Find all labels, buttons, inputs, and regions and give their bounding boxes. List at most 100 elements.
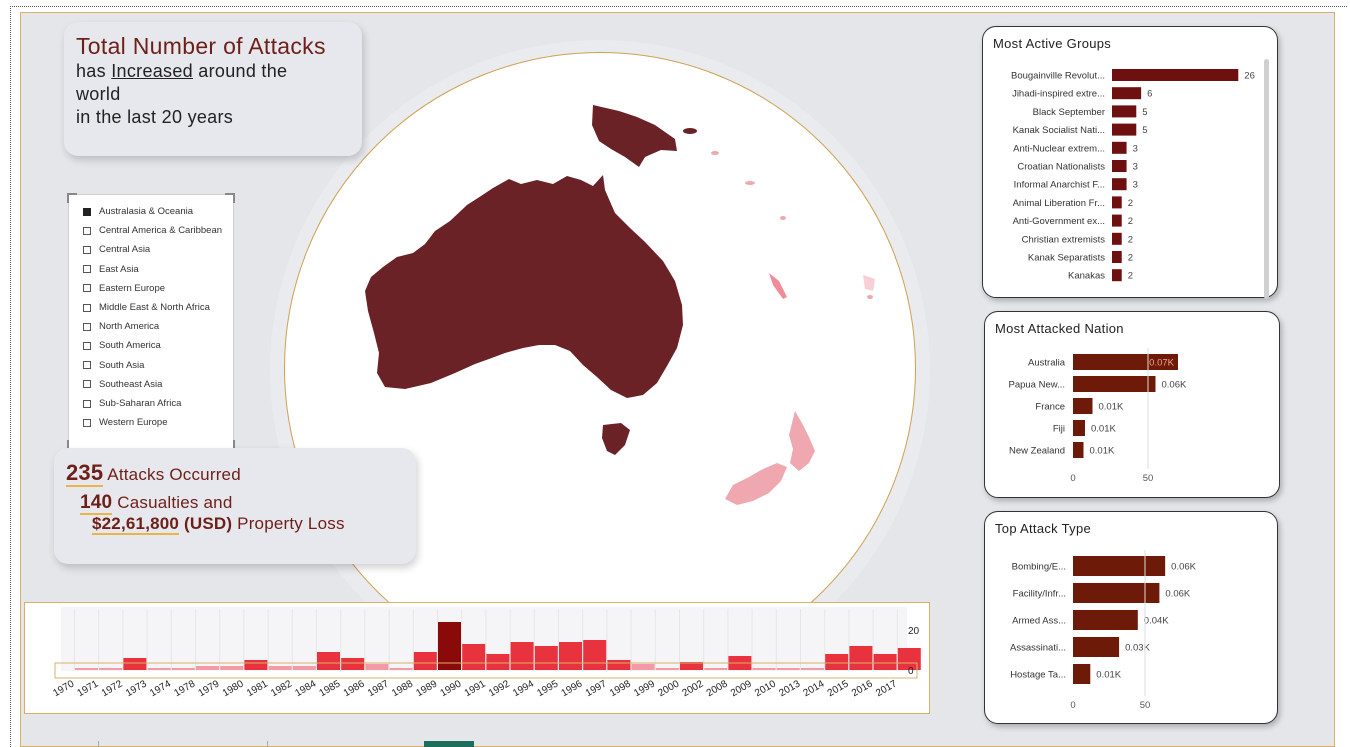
year-bar[interactable] <box>534 646 558 670</box>
bar[interactable] <box>1112 214 1122 227</box>
year-bar[interactable] <box>801 668 824 670</box>
year-bar[interactable] <box>147 668 171 670</box>
bar[interactable] <box>1112 123 1137 136</box>
bar[interactable] <box>1073 398 1093 414</box>
bar[interactable] <box>1073 442 1084 458</box>
year-bar[interactable] <box>220 666 244 670</box>
year-bar[interactable] <box>438 622 461 670</box>
year-timeline-chart[interactable]: 1970 1971 1972 1973 1974 1978 1979 1980 1981 1982… <box>24 602 930 714</box>
year-bar[interactable] <box>462 644 486 670</box>
year-bar[interactable] <box>413 652 437 670</box>
region-option[interactable]: Southeast Asia <box>83 379 162 390</box>
year-bar[interactable] <box>559 642 582 670</box>
bar[interactable] <box>1073 664 1091 684</box>
map-australia[interactable] <box>365 175 683 398</box>
year-bar[interactable] <box>873 654 897 670</box>
year-bar[interactable] <box>631 664 655 670</box>
year-bar[interactable] <box>317 652 340 670</box>
region-option[interactable]: Central Asia <box>83 244 150 255</box>
bar[interactable] <box>1112 87 1142 100</box>
bar[interactable] <box>1073 420 1085 436</box>
region-option[interactable]: Australasia & Oceania <box>83 206 193 217</box>
map-tasmania[interactable] <box>602 423 630 455</box>
year-bar[interactable] <box>75 668 98 670</box>
range-slider[interactable] <box>54 662 918 679</box>
bar[interactable] <box>1112 105 1137 118</box>
nation-chart-svg: Australia 0.07K Papua New... 0.06K France 0.0… <box>1008 348 1187 484</box>
region-checkbox[interactable] <box>83 322 91 331</box>
region-option[interactable]: South America <box>83 340 161 351</box>
year-bar[interactable] <box>389 668 413 670</box>
resize-handle[interactable] <box>225 193 235 203</box>
year-label: 2000 <box>656 678 681 699</box>
year-bar[interactable] <box>825 654 849 670</box>
region-checkbox[interactable] <box>83 399 91 408</box>
bar[interactable] <box>1112 178 1127 191</box>
region-checkbox[interactable] <box>83 303 91 312</box>
map-new-zealand-south[interactable] <box>725 463 787 505</box>
region-option[interactable]: South Asia <box>83 360 144 371</box>
resize-handle[interactable] <box>67 193 77 203</box>
year-bar[interactable] <box>897 648 921 670</box>
region-checkbox[interactable] <box>83 361 91 370</box>
region-option[interactable]: Western Europe <box>83 417 167 428</box>
year-bar[interactable] <box>607 660 631 670</box>
region-checkbox[interactable] <box>83 284 91 293</box>
bar[interactable] <box>1112 269 1122 282</box>
map-new-guinea[interactable] <box>592 105 677 167</box>
year-bar[interactable] <box>583 640 607 670</box>
year-bar[interactable] <box>486 654 510 670</box>
bar[interactable] <box>1073 637 1120 657</box>
region-checkbox[interactable] <box>83 207 91 216</box>
region-option[interactable]: Sub-Saharan Africa <box>83 398 181 409</box>
region-checkbox[interactable] <box>83 380 91 389</box>
bar[interactable] <box>1073 354 1178 370</box>
x-tick-label: 0 <box>1070 700 1075 711</box>
year-bar[interactable] <box>752 668 776 670</box>
region-option[interactable]: East Asia <box>83 264 139 275</box>
year-bar[interactable] <box>123 658 147 670</box>
year-bar[interactable] <box>99 668 123 670</box>
year-bar[interactable] <box>680 662 703 670</box>
year-label: 2017 <box>874 678 899 699</box>
year-bar[interactable] <box>365 664 389 670</box>
region-checkbox[interactable] <box>83 226 91 235</box>
region-option[interactable]: Eastern Europe <box>83 283 165 294</box>
bar[interactable] <box>1112 196 1122 209</box>
region-checkbox[interactable] <box>83 265 91 274</box>
bar[interactable] <box>1073 556 1166 576</box>
bar[interactable] <box>1112 141 1127 154</box>
map-fiji[interactable] <box>863 275 875 291</box>
active-page-tab[interactable] <box>424 741 474 747</box>
year-bar[interactable] <box>196 666 219 670</box>
bar[interactable] <box>1112 232 1122 245</box>
year-bar[interactable] <box>776 668 800 670</box>
bar[interactable] <box>1073 610 1138 630</box>
year-label: 2015 <box>826 678 851 699</box>
bar[interactable] <box>1112 160 1127 172</box>
bar[interactable] <box>1112 251 1122 263</box>
region-checkbox[interactable] <box>83 418 91 427</box>
region-option[interactable]: Central America & Caribbean <box>83 225 222 236</box>
bar[interactable] <box>1073 583 1160 603</box>
map-new-caledonia[interactable] <box>769 273 787 299</box>
year-bar[interactable] <box>704 668 728 670</box>
year-bar[interactable] <box>171 668 195 670</box>
year-bar[interactable] <box>292 666 316 670</box>
region-option[interactable]: Middle East & North Africa <box>83 302 210 313</box>
year-bar[interactable] <box>341 658 365 670</box>
map-new-zealand-north[interactable] <box>789 411 815 471</box>
year-bar[interactable] <box>244 660 268 670</box>
bar[interactable] <box>1073 376 1156 392</box>
region-option[interactable]: North America <box>83 321 159 332</box>
year-bar[interactable] <box>268 666 292 670</box>
year-bar[interactable] <box>510 642 534 670</box>
year-bar[interactable] <box>849 646 873 670</box>
bar[interactable] <box>1112 69 1239 81</box>
region-checkbox[interactable] <box>83 245 91 254</box>
region-checkbox[interactable] <box>83 341 91 350</box>
region-slicer[interactable]: Australasia & Oceania Central America & C… <box>67 193 235 450</box>
scrollbar[interactable] <box>1264 59 1269 299</box>
oceania-map[interactable] <box>284 52 916 684</box>
year-bar[interactable] <box>655 668 679 670</box>
